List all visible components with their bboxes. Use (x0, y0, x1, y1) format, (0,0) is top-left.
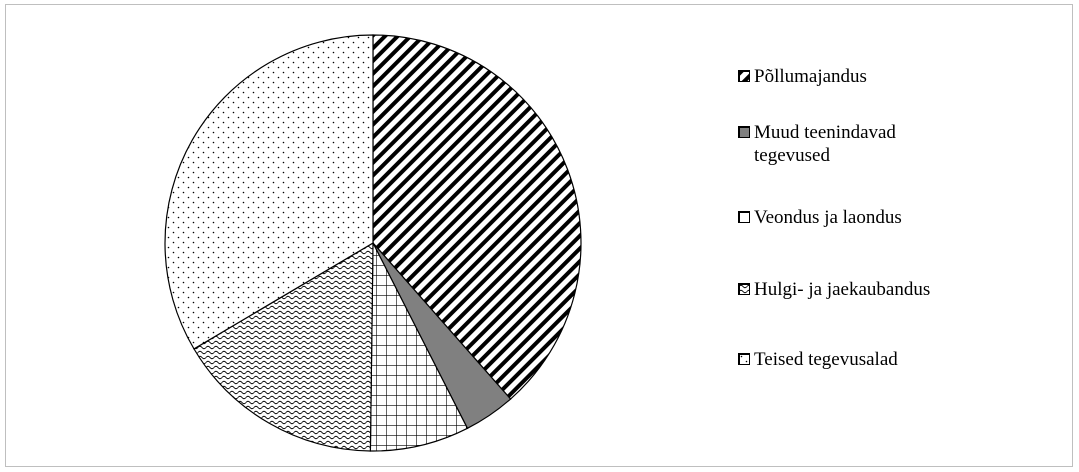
legend-swatch (738, 353, 750, 365)
legend-swatch (738, 126, 750, 138)
pie-slice-põllumajandus (372, 34, 582, 400)
pie-chart (164, 34, 582, 452)
legend-label: Veondus ja laondus (754, 207, 902, 228)
legend-entry: Teised tegevusalad (738, 348, 954, 371)
legend-label: Hulgi- ja jaekaubandus (754, 279, 931, 300)
legend-swatch (738, 283, 750, 295)
legend-entry: Hulgi- ja jaekaubandus (738, 278, 954, 301)
pie-slice-teised-tegevusalad (164, 34, 374, 350)
legend-label: Põllumajandus (754, 66, 867, 87)
pie-slice-hulgi-ja-jaekaubandus (193, 241, 374, 452)
legend-entry: Veondus ja laondus (738, 206, 954, 229)
pie-slice-veondus-ja-laondus (369, 242, 469, 452)
legend-label: Muud teenindavad tegevused (754, 122, 896, 166)
legend-label: Teised tegevusalad (754, 349, 898, 370)
legend-entry: Põllumajandus (738, 65, 954, 88)
legend-swatch (738, 211, 750, 223)
legend-swatch (738, 70, 750, 82)
chart-area: Põllumajandus Muud teenindavad tegevused V… (5, 4, 1073, 467)
pie-slices (164, 34, 582, 452)
legend-entry: Muud teenindavad tegevused (738, 121, 954, 167)
